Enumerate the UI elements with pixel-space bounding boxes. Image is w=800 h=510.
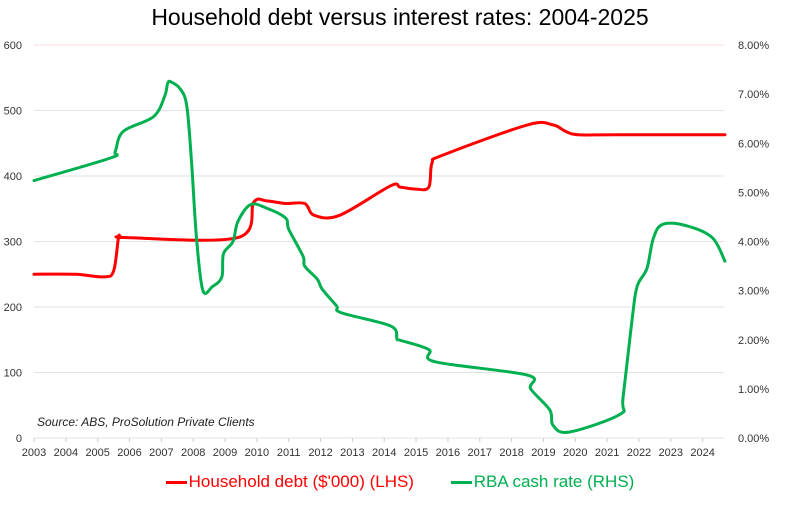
- y-left-tick-label: 200: [4, 302, 22, 314]
- y-right-tick-label: 5.00%: [738, 187, 769, 199]
- legend-label: Household debt ($'000) (LHS): [188, 472, 414, 491]
- x-tick-label: 2012: [308, 447, 332, 459]
- y-left-tick-label: 100: [4, 368, 22, 380]
- y-right-tick-label: 4.00%: [738, 237, 769, 249]
- legend-item-rate: RBA cash rate (RHS): [450, 472, 635, 492]
- x-tick-label: 2019: [531, 447, 555, 459]
- x-tick-label: 2021: [595, 447, 619, 459]
- x-tick-label: 2009: [213, 447, 237, 459]
- x-tick-label: 2022: [627, 447, 651, 459]
- x-tick-label: 2023: [659, 447, 683, 459]
- x-tick-label: 2018: [499, 447, 523, 459]
- x-tick-label: 2008: [181, 447, 205, 459]
- y-left-tick-label: 300: [4, 237, 22, 249]
- x-tick-label: 2015: [404, 447, 428, 459]
- x-tick-label: 2004: [54, 447, 78, 459]
- legend-swatch: [450, 481, 472, 485]
- x-tick-label: 2016: [436, 447, 460, 459]
- y-left-tick-label: 0: [16, 433, 22, 445]
- x-tick-label: 2024: [690, 447, 714, 459]
- x-tick-label: 2017: [468, 447, 492, 459]
- legend: Household debt ($'000) (LHS) RBA cash ra…: [0, 472, 800, 492]
- legend-label: RBA cash rate (RHS): [473, 472, 635, 491]
- x-tick-label: 2020: [563, 447, 587, 459]
- series-line-cash-rate: [32, 79, 727, 434]
- x-tick-label: 2003: [22, 447, 46, 459]
- y-right-tick-label: 7.00%: [738, 89, 769, 101]
- y-left-tick-label: 600: [4, 40, 22, 52]
- source-annotation: Source: ABS, ProSolution Private Clients: [37, 415, 255, 429]
- y-right-tick-label: 2.00%: [738, 335, 769, 347]
- x-tick-label: 2014: [372, 447, 396, 459]
- legend-item-debt: Household debt ($'000) (LHS): [165, 472, 414, 492]
- chart-title: Household debt versus interest rates: 20…: [151, 4, 649, 30]
- x-tick-label: 2006: [117, 447, 141, 459]
- y-left-tick-label: 500: [4, 106, 22, 118]
- legend-swatch: [165, 481, 187, 485]
- x-tick-label: 2007: [149, 447, 173, 459]
- y-right-tick-label: 0.00%: [738, 433, 769, 445]
- y-right-tick-label: 8.00%: [738, 40, 769, 52]
- y-right-tick-label: 3.00%: [738, 286, 769, 298]
- x-tick-label: 2011: [277, 447, 301, 459]
- series-line-household-debt: [32, 120, 727, 279]
- y-right-tick-label: 6.00%: [738, 138, 769, 150]
- x-tick-label: 2013: [340, 447, 364, 459]
- x-tick-label: 2005: [85, 447, 109, 459]
- y-left-tick-label: 400: [4, 171, 22, 183]
- x-tick-label: 2010: [245, 447, 269, 459]
- y-right-tick-label: 1.00%: [738, 384, 769, 396]
